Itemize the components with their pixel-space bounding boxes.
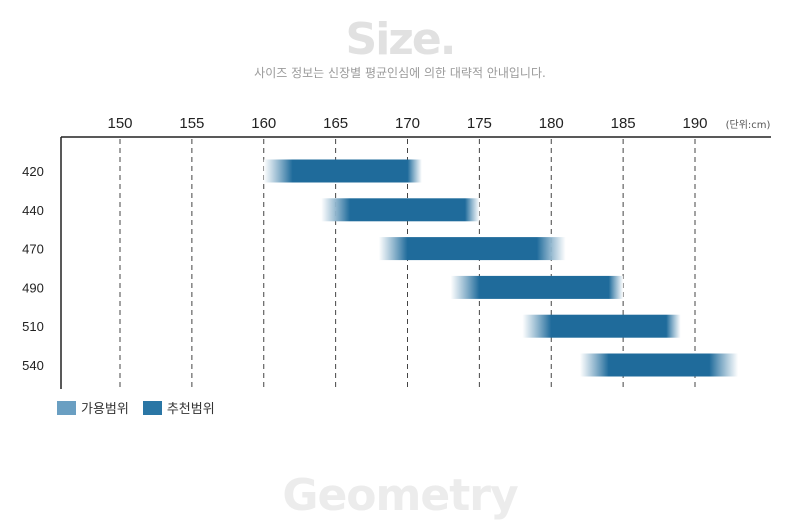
legend-swatch-available [57, 400, 76, 415]
y-category-label: 440 [22, 203, 44, 218]
range-bar-540 [580, 353, 739, 377]
y-category-label: 420 [22, 164, 44, 179]
x-tick-label: 160 [251, 115, 276, 132]
range-bar-490 [450, 275, 624, 299]
x-tick-label: 170 [395, 115, 420, 132]
range-bar-440 [321, 198, 480, 222]
range-bar-510 [522, 314, 681, 338]
page-subtitle: 사이즈 정보는 신장별 평균인심에 의한 대략적 안내입니다. [254, 66, 546, 80]
page-title: Size. [345, 14, 457, 65]
x-tick-label: 175 [467, 115, 492, 132]
x-tick-label: 190 [682, 115, 707, 132]
legend-item-available: 가용범위 [57, 398, 129, 417]
legend-label-available: 가용범위 [81, 402, 129, 417]
x-tick-label: 185 [611, 115, 636, 132]
x-tick-label: 165 [323, 115, 348, 132]
y-category-label: 470 [22, 242, 44, 257]
range-bar-420 [263, 159, 422, 183]
x-tick-label: 155 [179, 115, 204, 132]
x-unit-label: (단위:cm) [726, 118, 771, 131]
range-bar-470 [378, 237, 566, 261]
y-category-label: 540 [22, 358, 44, 373]
x-tick-label: 150 [107, 115, 132, 132]
next-section-title: Geometry [282, 470, 518, 521]
x-tick-label: 180 [539, 115, 564, 132]
size-range-chart: 150 155 160 165 170 175 180 185 190 (단위:cm) 420 440… [22, 115, 771, 389]
legend-swatch-recommended [142, 400, 162, 415]
legend-label-recommended: 추천범위 [166, 402, 215, 417]
y-category-label: 510 [22, 319, 44, 334]
legend: 가용범위 추천범위 [57, 398, 215, 417]
y-category-label: 490 [22, 280, 44, 295]
legend-item-recommended: 추천범위 [142, 398, 215, 417]
